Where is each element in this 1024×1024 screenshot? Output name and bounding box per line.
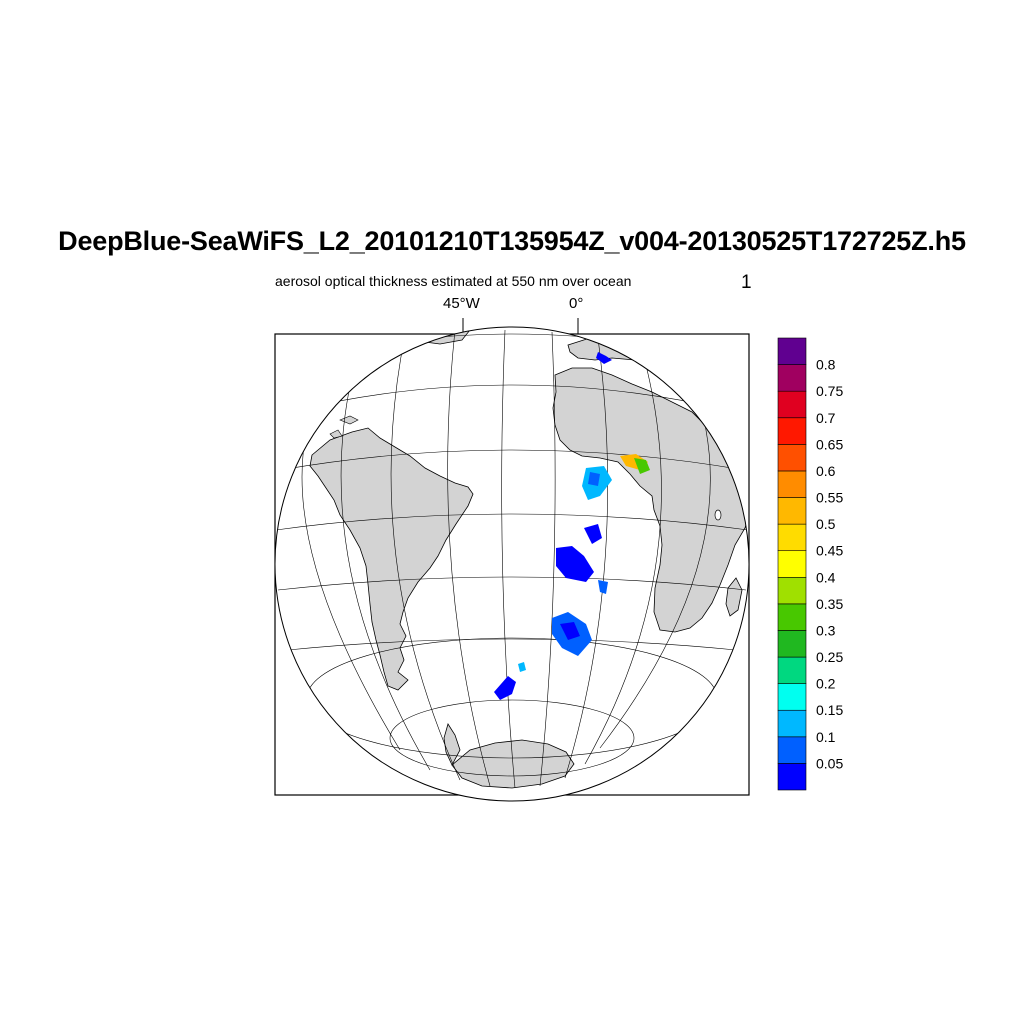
- colorbar-label: 0.75: [816, 383, 843, 399]
- colorbar-label: 0.6: [816, 463, 836, 479]
- lon-label-45w: 45°W: [443, 295, 480, 312]
- colorbar-label: 0.45: [816, 543, 843, 559]
- plot-subtitle: aerosol optical thickness estimated at 5…: [275, 273, 632, 289]
- colorbar-label: 0.55: [816, 490, 843, 506]
- aod-cluster-mid: [556, 546, 594, 582]
- colorbar-swatch: [777, 630, 807, 658]
- colorbar-swatch: [777, 390, 807, 419]
- colorbar-swatch: [777, 709, 807, 738]
- colorbar-label: 0.3: [816, 622, 836, 638]
- colorbar-label: 0.2: [816, 676, 836, 692]
- panel-number: 1: [741, 272, 752, 293]
- aod-cluster-mid-south: [598, 580, 608, 594]
- colorbar-swatch: [777, 550, 807, 578]
- madagascar-landmass: [725, 577, 743, 617]
- aod-cluster-equator-blue: [588, 472, 600, 486]
- lon-label-0: 0°: [569, 295, 584, 312]
- colorbar-label: 0.4: [816, 569, 836, 585]
- colorbar-swatch: [777, 497, 807, 525]
- globe-outline: [274, 326, 750, 802]
- colorbar-label: 0.15: [816, 702, 843, 718]
- colorbar-swatch: [777, 576, 807, 605]
- antarctic-peninsula: [443, 723, 461, 766]
- colorbar-label: 0.65: [816, 436, 843, 452]
- aod-cluster-north: [596, 352, 612, 364]
- colorbar-swatch: [777, 337, 807, 365]
- colorbar-label: 0.1: [816, 729, 836, 745]
- plot-title: DeepBlue-SeaWiFS_L2_20101210T135954Z_v00…: [58, 226, 966, 256]
- colorbar-swatch: [777, 523, 807, 552]
- colorbar-label: 0.7: [816, 410, 836, 426]
- colorbar-swatch: [777, 683, 807, 711]
- graticule-meridians: [301, 329, 711, 789]
- colorbar-swatch: [777, 444, 807, 472]
- aod-cluster-mid-north: [584, 524, 602, 544]
- colorbar-label: 0.5: [816, 516, 836, 532]
- colorbar-swatch: [777, 470, 807, 498]
- colorbar-swatch: [777, 736, 807, 764]
- colorbar-swatch: [777, 656, 807, 684]
- colorbar-label: 0.35: [816, 596, 843, 612]
- colorbar-label: 0.25: [816, 649, 843, 665]
- aod-cluster-south: [494, 676, 516, 700]
- lake-victoria: [714, 509, 722, 521]
- colorbar: 0.05 0.1 0.15 0.2 0.25 0.3 0.35 0.4 0.45 0.5 0.55 0…: [777, 337, 843, 791]
- aod-cluster-south-light: [518, 662, 526, 672]
- aod-cluster-lower-blue: [560, 622, 580, 640]
- aerosol-data-swath: [494, 352, 650, 700]
- colorbar-swatch: [777, 364, 807, 392]
- colorbar-swatch: [777, 603, 807, 631]
- colorbar-swatch: [777, 417, 807, 445]
- caribbean-islands: [329, 415, 359, 439]
- aod-cluster-guinea-green: [634, 458, 650, 474]
- africa-landmass: [552, 367, 749, 633]
- colorbar-label: 0.8: [816, 357, 836, 373]
- south-america-landmass: [309, 427, 474, 691]
- colorbar-label: 0.05: [816, 755, 843, 771]
- colorbar-swatch: [777, 763, 807, 791]
